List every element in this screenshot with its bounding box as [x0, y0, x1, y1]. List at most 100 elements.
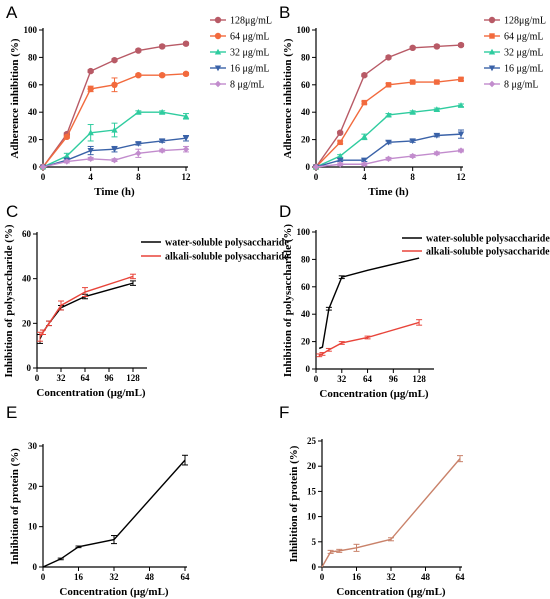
panel-letter: F — [279, 403, 289, 422]
panel-letter: A — [6, 3, 18, 22]
legend-marker — [488, 48, 496, 55]
data-point — [87, 155, 94, 162]
y-tick-label: 100 — [297, 25, 311, 35]
data-point — [111, 126, 118, 133]
data-point — [312, 163, 320, 171]
series-line — [42, 459, 186, 568]
y-axis-title: Inhibition of protein (%) — [288, 445, 300, 562]
series-0 — [321, 455, 463, 568]
x-tick-label: 16 — [74, 572, 84, 582]
y-tick-label: 60 — [28, 80, 38, 90]
y-tick-label: 100 — [24, 25, 38, 35]
x-axis-title: Time (h) — [94, 186, 135, 198]
data-point — [385, 82, 392, 88]
data-point — [336, 129, 344, 136]
series-4 — [39, 145, 190, 171]
y-tick-label: 10 — [28, 522, 38, 532]
y-tick-label: 20 — [301, 337, 311, 347]
series-0 — [312, 41, 465, 171]
series-1 — [316, 319, 423, 358]
x-tick-label: 0 — [320, 572, 325, 582]
series-line — [315, 133, 462, 168]
y-tick-label: 15 — [307, 486, 317, 496]
series-3 — [312, 129, 465, 171]
y-tick-label: 0 — [306, 162, 311, 172]
x-tick-label: 64 — [181, 572, 191, 582]
y-axis-title: Inhibition of polysaccharide (%) — [3, 224, 15, 377]
data-point — [385, 139, 392, 146]
legend-label: 128μg/mL — [230, 16, 272, 27]
x-tick-label: 128 — [126, 373, 140, 383]
panel-letter: B — [279, 3, 290, 22]
data-point — [63, 152, 71, 159]
data-point — [135, 47, 142, 54]
data-point — [135, 150, 142, 157]
x-tick-label: 64 — [456, 572, 466, 582]
x-tick-label: 4 — [362, 172, 367, 182]
data-point — [409, 79, 416, 85]
legend-label: water-soluble polysaccharide — [165, 238, 289, 249]
data-point — [111, 56, 118, 64]
data-point — [158, 109, 166, 115]
data-point — [87, 85, 94, 93]
legend-label: 64 μg/mL — [504, 32, 544, 43]
data-point — [361, 157, 368, 164]
y-tick-label: 0 — [312, 562, 317, 572]
chart-panel-e: E 0 16 32 48 64 0 10 20 30 Concentration (μg/mL) In… — [6, 403, 190, 598]
data-point — [158, 72, 166, 79]
chart-panel-f: F 0 16 32 48 64 0 5 10 15 20 25 Concentration (μg/mL… — [279, 403, 465, 598]
data-point — [385, 155, 392, 162]
y-tick-label: 20 — [301, 135, 311, 145]
legend-label: alkali-soluble polysaccharide — [165, 252, 289, 263]
x-tick-label: 8 — [410, 172, 415, 182]
legend-label: alkali-soluble polysaccharide — [426, 247, 550, 258]
legend-marker — [488, 80, 496, 88]
data-point — [385, 54, 392, 61]
data-point — [409, 109, 416, 115]
x-tick-label: 96 — [105, 373, 115, 383]
data-point — [63, 133, 71, 141]
legend: water-soluble polysaccharide alkali-solub… — [141, 238, 289, 263]
data-point — [336, 161, 344, 168]
y-tick-label: 0 — [306, 364, 311, 374]
x-tick-label: 64 — [363, 374, 373, 384]
y-tick-label: 60 — [301, 80, 311, 90]
series-0 — [42, 454, 188, 568]
data-point — [111, 81, 118, 89]
series-0 — [37, 280, 136, 344]
x-tick-label: 0 — [314, 374, 319, 384]
data-point — [457, 131, 465, 138]
x-tick-label: 4 — [88, 172, 93, 182]
x-tick-label: 48 — [145, 572, 155, 582]
y-tick-label: 40 — [301, 309, 311, 319]
series-line — [321, 458, 461, 568]
x-tick-label: 32 — [110, 572, 120, 582]
data-point — [457, 102, 465, 108]
legend-label: 128μg/mL — [504, 16, 546, 27]
y-tick-label: 40 — [28, 107, 38, 117]
y-axis-title: Inhibition of protein (%) — [9, 448, 21, 565]
data-point — [158, 43, 166, 50]
y-tick-label: 60 — [22, 229, 32, 239]
data-point — [457, 41, 465, 49]
x-tick-label: 8 — [136, 172, 141, 182]
data-point — [457, 147, 465, 154]
data-point — [158, 138, 166, 145]
legend-label: 64 μg/mL — [230, 32, 270, 43]
y-tick-label: 20 — [22, 318, 32, 328]
x-tick-label: 0 — [41, 572, 46, 582]
legend-label: 8 μg/mL — [230, 80, 265, 91]
data-point — [409, 138, 416, 145]
legend: 128μg/mL 64 μg/mL 32 μg/mL 16 μg/mL 8 μg/mL — [210, 16, 272, 91]
chart-panel-b: B 0 4 8 12 0 20 40 60 80 100 Time (h) Adherence inhi… — [279, 3, 546, 198]
data-point — [361, 72, 368, 79]
data-point — [135, 72, 142, 79]
panel-letter: D — [279, 202, 291, 221]
y-tick-label: 80 — [301, 254, 311, 264]
data-point — [361, 99, 368, 106]
y-tick-label: 80 — [301, 52, 311, 62]
x-axis-title: Concentration (μg/mL) — [59, 586, 169, 598]
x-tick-label: 48 — [421, 572, 431, 582]
data-point — [39, 163, 47, 171]
legend: water-soluble polysaccharide alkali-solub… — [402, 234, 550, 258]
